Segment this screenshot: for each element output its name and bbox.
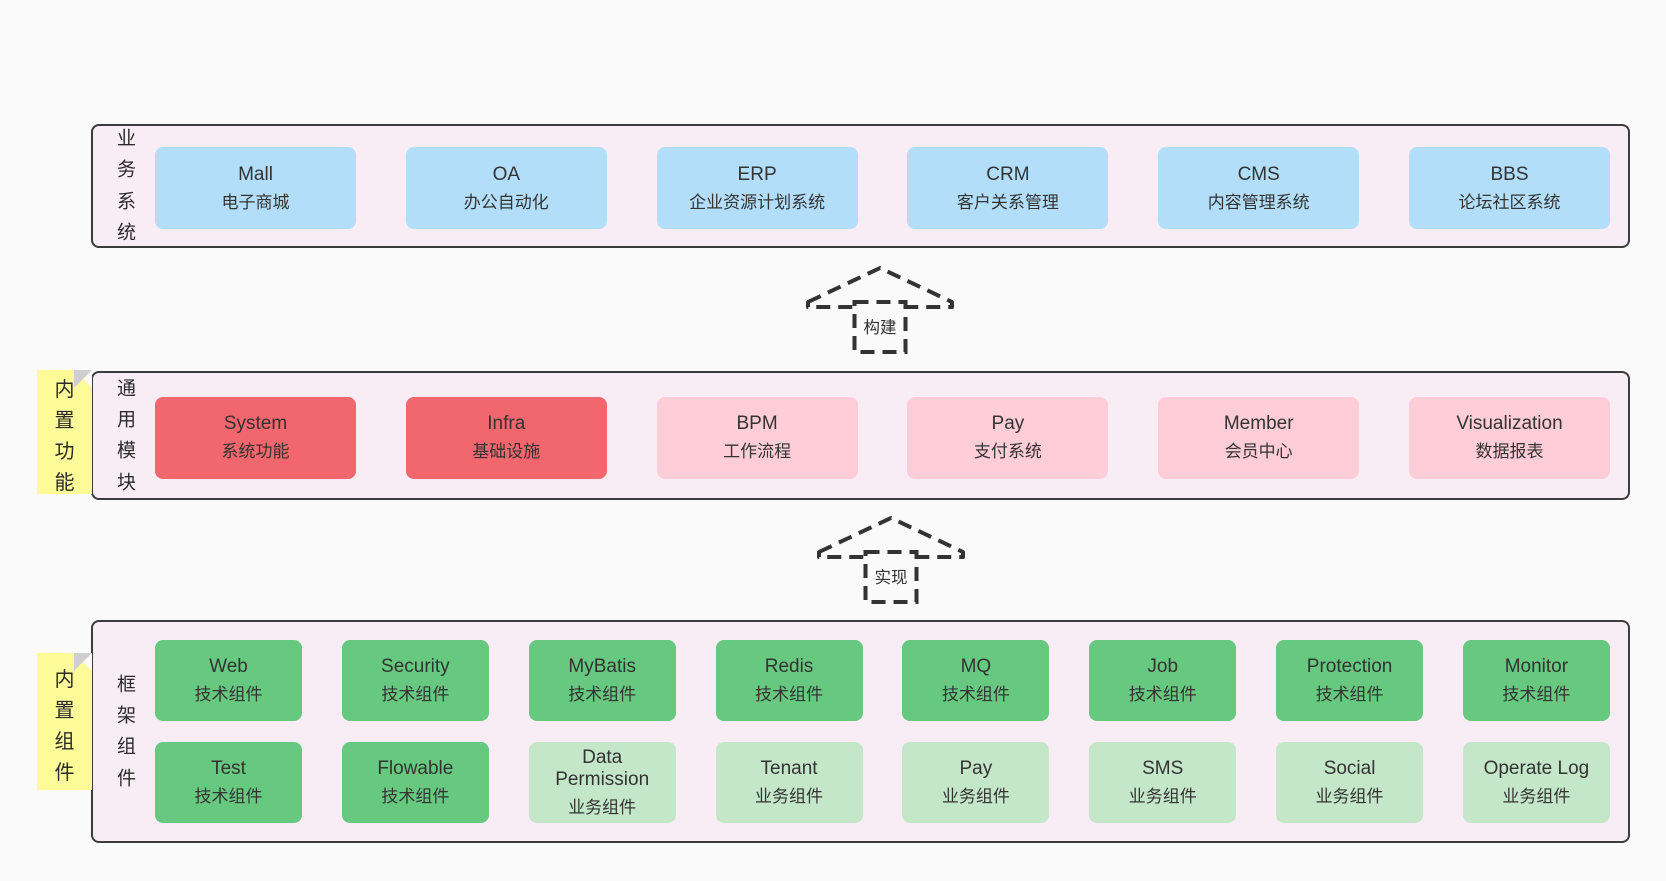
svg-text:构建: 构建 [864, 318, 897, 337]
svg-text:实现: 实现 [875, 568, 908, 587]
